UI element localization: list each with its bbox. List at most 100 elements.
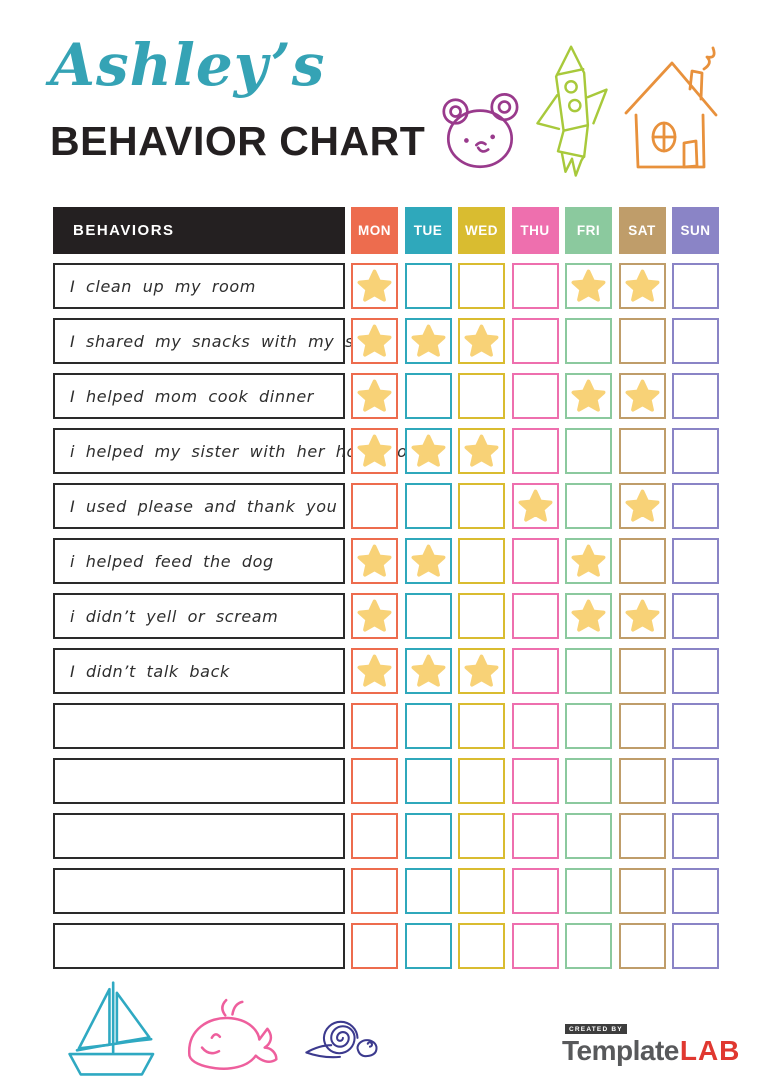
- day-cell-thu: [511, 868, 559, 914]
- day-cell-thu: [511, 703, 559, 749]
- behavior-label: i didn’t yell or scream: [53, 593, 345, 639]
- day-cell-sat: [618, 648, 666, 694]
- day-cell-mon: [351, 263, 398, 309]
- star-icon: [411, 654, 445, 687]
- star-icon: [357, 654, 392, 687]
- day-cell-sat: [618, 813, 666, 859]
- day-cell-sat: [618, 263, 666, 309]
- rocket-icon: [530, 40, 614, 186]
- star-icon: [571, 544, 606, 577]
- day-cell-sun: [672, 483, 719, 529]
- day-cell-thu: [511, 428, 559, 474]
- day-header-wed: WED: [458, 207, 505, 254]
- brand-wordmark: TemplateLAB: [562, 1037, 739, 1065]
- day-cell-wed: [458, 483, 505, 529]
- day-header-fri: FRI: [565, 207, 612, 254]
- behavior-label-text: i helped my sister with her homework: [70, 441, 425, 461]
- day-cell-thu: [511, 758, 559, 804]
- day-cell-tue: [404, 813, 452, 859]
- day-cell-sat: [618, 538, 666, 584]
- created-by-label: CREATED BY: [565, 1024, 627, 1034]
- day-cell-mon: [351, 318, 398, 364]
- day-cell-fri: [565, 318, 612, 364]
- house-icon: [616, 44, 726, 180]
- day-cell-wed: [458, 868, 505, 914]
- day-cell-tue: [404, 648, 452, 694]
- day-cell-sun: [672, 373, 719, 419]
- behavior-row: [53, 758, 723, 804]
- sailboat-icon: [58, 978, 160, 1080]
- day-cell-wed: [458, 538, 505, 584]
- day-cell-sat: [618, 923, 666, 969]
- day-cell-sun: [672, 923, 719, 969]
- day-cell-tue: [404, 483, 452, 529]
- day-cell-mon: [351, 923, 398, 969]
- behavior-row: I clean up my room: [53, 263, 723, 309]
- day-cell-thu: [511, 318, 559, 364]
- day-cell-sun: [672, 758, 719, 804]
- behavior-row: I used please and thank you: [53, 483, 723, 529]
- day-cell-sun: [672, 868, 719, 914]
- templatelab-logo: CREATED BY TemplateLAB: [562, 1018, 739, 1065]
- child-name: Ashley’s: [50, 31, 326, 99]
- behavior-row: [53, 703, 723, 749]
- behavior-label-text: I clean up my room: [70, 276, 256, 296]
- day-cell-sat: [618, 373, 666, 419]
- page-title: BEHAVIOR CHART: [50, 118, 426, 164]
- star-icon: [357, 324, 392, 357]
- star-icon: [464, 434, 499, 467]
- whale-icon: [176, 988, 288, 1083]
- behavior-label: [53, 813, 345, 859]
- day-cell-sat: [618, 318, 666, 364]
- day-cell-tue: [404, 538, 452, 584]
- day-cell-sat: [618, 593, 666, 639]
- day-cell-tue: [404, 318, 452, 364]
- day-cell-mon: [351, 813, 398, 859]
- behavior-label: I shared my snacks with my sister: [53, 318, 392, 364]
- day-cell-fri: [565, 868, 612, 914]
- star-icon: [571, 379, 606, 412]
- day-cell-sat: [618, 428, 666, 474]
- behavior-row: i helped feed the dog: [53, 538, 723, 584]
- day-cell-sun: [672, 318, 719, 364]
- star-icon: [357, 599, 392, 632]
- star-icon: [411, 434, 445, 467]
- behavior-row: I shared my snacks with my sister: [53, 318, 723, 364]
- behavior-label: [53, 868, 345, 914]
- day-cell-fri: [565, 758, 612, 804]
- day-cell-sun: [672, 263, 719, 309]
- day-cell-thu: [511, 923, 559, 969]
- day-cell-fri: [565, 648, 612, 694]
- day-cell-sun: [672, 813, 719, 859]
- day-cell-mon: [351, 758, 398, 804]
- behavior-label-text: I helped mom cook dinner: [70, 386, 314, 406]
- chart-table: BEHAVIORS MON TUE WED THU FRI SAT SUN I clean up…: [53, 207, 723, 978]
- star-icon: [625, 489, 659, 522]
- day-cell-sun: [672, 648, 719, 694]
- day-cell-fri: [565, 263, 612, 309]
- star-icon: [357, 544, 392, 577]
- day-cell-sat: [618, 483, 666, 529]
- behavior-label-text: I used please and thank you: [70, 496, 338, 516]
- day-cell-sun: [672, 593, 719, 639]
- behavior-label: I didn’t talk back: [53, 648, 345, 694]
- day-cell-thu: [511, 263, 559, 309]
- day-cell-fri: [565, 538, 612, 584]
- day-header-sun: SUN: [672, 207, 719, 254]
- star-icon: [357, 379, 392, 412]
- table-header-row: BEHAVIORS MON TUE WED THU FRI SAT SUN: [53, 207, 723, 254]
- day-cell-tue: [404, 593, 452, 639]
- day-cell-wed: [458, 428, 505, 474]
- day-cell-tue: [404, 758, 452, 804]
- day-cell-wed: [458, 263, 505, 309]
- star-icon: [518, 489, 552, 522]
- day-cell-wed: [458, 813, 505, 859]
- day-cell-fri: [565, 923, 612, 969]
- day-cell-thu: [511, 373, 559, 419]
- day-cell-sun: [672, 428, 719, 474]
- day-cell-tue: [404, 703, 452, 749]
- day-header-mon: MON: [351, 207, 398, 254]
- star-icon: [411, 324, 445, 357]
- behavior-label: I used please and thank you: [53, 483, 345, 529]
- behavior-row: [53, 923, 723, 969]
